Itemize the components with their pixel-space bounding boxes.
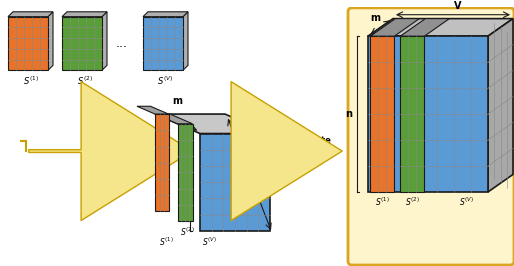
Polygon shape bbox=[62, 17, 102, 70]
Polygon shape bbox=[48, 12, 53, 70]
Text: Construct: Construct bbox=[82, 145, 128, 154]
Text: $\mathit{S}^{(2)}$: $\mathit{S}^{(2)}$ bbox=[405, 196, 420, 208]
Text: m: m bbox=[173, 96, 182, 106]
Text: V: V bbox=[454, 1, 462, 11]
Polygon shape bbox=[155, 114, 193, 124]
Polygon shape bbox=[177, 124, 193, 221]
Text: n: n bbox=[179, 177, 186, 187]
Text: V: V bbox=[275, 171, 283, 181]
Text: $\mathit{S}^{(2)}$: $\mathit{S}^{(2)}$ bbox=[179, 226, 194, 238]
Polygon shape bbox=[8, 17, 48, 70]
Text: $\mathit{S}^{(V)}$: $\mathit{S}^{(V)}$ bbox=[202, 236, 217, 248]
Polygon shape bbox=[143, 12, 188, 17]
Polygon shape bbox=[183, 12, 188, 70]
Text: $\mathit{S}^{(V)}$: $\mathit{S}^{(V)}$ bbox=[157, 74, 174, 86]
Polygon shape bbox=[371, 36, 394, 192]
Text: Rotate: Rotate bbox=[299, 136, 331, 145]
Polygon shape bbox=[371, 19, 419, 36]
Polygon shape bbox=[400, 19, 449, 36]
Polygon shape bbox=[368, 36, 488, 192]
Text: $\mathit{S}^{(2)}$: $\mathit{S}^{(2)}$ bbox=[77, 74, 93, 86]
Polygon shape bbox=[368, 19, 513, 36]
Polygon shape bbox=[143, 17, 183, 70]
Polygon shape bbox=[488, 19, 513, 192]
Text: Tensor  $\mathcal{S}$: Tensor $\mathcal{S}$ bbox=[423, 23, 471, 35]
Text: $\mathit{S}^{(1)}$: $\mathit{S}^{(1)}$ bbox=[375, 196, 390, 208]
FancyBboxPatch shape bbox=[348, 8, 514, 265]
Polygon shape bbox=[155, 114, 270, 134]
Polygon shape bbox=[62, 12, 107, 17]
Polygon shape bbox=[155, 114, 169, 211]
Text: $\mathit{S}^{(1)}$: $\mathit{S}^{(1)}$ bbox=[23, 74, 39, 86]
Polygon shape bbox=[137, 106, 169, 114]
Polygon shape bbox=[400, 36, 425, 192]
Polygon shape bbox=[8, 12, 53, 17]
Text: $\mathit{S}^{(V)}$: $\mathit{S}^{(V)}$ bbox=[459, 196, 474, 208]
Text: n: n bbox=[345, 109, 352, 119]
Polygon shape bbox=[102, 12, 107, 70]
Text: m: m bbox=[371, 13, 380, 23]
Text: $\mathit{S}^{(1)}$: $\mathit{S}^{(1)}$ bbox=[159, 236, 174, 248]
Polygon shape bbox=[200, 134, 270, 231]
Text: ...: ... bbox=[116, 37, 128, 50]
